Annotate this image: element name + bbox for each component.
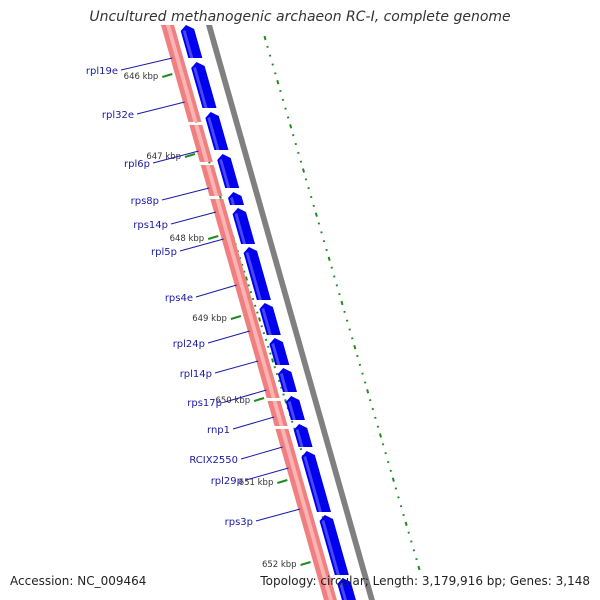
- gene-arrow: [293, 424, 313, 447]
- gc-outer-mark: [301, 168, 306, 173]
- gene-label[interactable]: rpl19e: [86, 66, 118, 77]
- gc-outer-mark: [289, 124, 293, 129]
- kbp-tick-label: 649 kbp: [192, 314, 227, 324]
- kbp-tick: [207, 235, 219, 240]
- gc-outer-mark: [378, 433, 383, 438]
- gc-outer-mark: [340, 300, 344, 306]
- kbp-tick-label: 650 kbp: [215, 396, 250, 406]
- gene-label[interactable]: rpl5p: [151, 247, 177, 258]
- contig-highlight: [205, 165, 219, 196]
- gene-arrow-shade: [219, 159, 231, 188]
- gene-leader-line: [207, 330, 250, 344]
- gene-arrow-shade: [303, 456, 322, 512]
- gene-leader-line: [255, 508, 301, 522]
- gene-leader-line: [195, 284, 237, 298]
- gc-inner-mark: [271, 358, 275, 363]
- gene-leader-line: [170, 211, 217, 225]
- gene-leader-line: [232, 416, 275, 430]
- gene-leader-line: [214, 360, 259, 374]
- gene-arrow-shade: [230, 197, 235, 205]
- kbp-tick: [253, 397, 265, 402]
- gc-inner-mark: [258, 317, 262, 322]
- gene-label[interactable]: rpl6p: [124, 159, 150, 170]
- kbp-tick: [277, 479, 288, 484]
- kbp-tick-label: 648 kbp: [170, 234, 205, 244]
- gc-outer-mark: [404, 521, 408, 527]
- gene-arrow-shade: [193, 67, 208, 108]
- gene-leader-line: [240, 446, 283, 460]
- kbp-tick: [162, 73, 173, 78]
- map-title: Uncultured methanogenic archaeon RC-I, c…: [89, 9, 511, 25]
- gene-leader-line: [161, 187, 210, 201]
- gene-arrow-shade: [234, 213, 247, 244]
- gene-leader-line: [152, 150, 199, 164]
- gene-label[interactable]: rpl32e: [102, 110, 134, 121]
- gene-label[interactable]: rps8p: [131, 196, 159, 207]
- gene-arrow-shade: [321, 520, 340, 575]
- gene-arrow-shade: [287, 401, 296, 420]
- gene-label[interactable]: rnp1: [207, 425, 230, 436]
- kbp-tick-label: 651 kbp: [239, 478, 274, 488]
- gene-leader-line: [179, 238, 224, 252]
- gene-label[interactable]: rps14p: [133, 220, 168, 231]
- kbp-tick: [300, 561, 311, 566]
- contig-highlight: [272, 401, 284, 426]
- genome-summary-text: Topology: circular; Length: 3,179,916 bp…: [260, 574, 590, 588]
- gene-label[interactable]: RCIX2550: [189, 455, 238, 466]
- gc-outer-mark: [366, 389, 370, 394]
- gene-label[interactable]: rpl29p: [211, 476, 243, 487]
- contig-band: [161, 25, 337, 600]
- backbone-track: [206, 25, 375, 600]
- gc-inner-mark: [244, 276, 248, 281]
- contig-highlight: [215, 199, 276, 398]
- gc-outer-mark: [391, 477, 395, 482]
- gene-leader-line: [120, 57, 173, 71]
- kbp-tick-label: 652 kbp: [262, 560, 297, 570]
- gene-arrow-shade: [295, 429, 304, 447]
- gene-leader-line: [245, 467, 289, 481]
- kbp-ticks: 646 kbp 647 kbp 648 kbp 649 kbp 650 kbp 651 k…: [124, 72, 311, 570]
- kbp-tick: [184, 153, 196, 158]
- gc-outer-mark: [353, 344, 357, 350]
- gene-track: [180, 25, 356, 600]
- gc-outer-mark: [327, 256, 331, 262]
- accession-text: Accession: NC_009464: [10, 574, 147, 588]
- gene-arrow-shade: [245, 252, 262, 300]
- gene-label[interactable]: rpl24p: [173, 339, 205, 350]
- gene-arrow-shade: [279, 373, 288, 392]
- gene-label[interactable]: rpl14p: [180, 369, 212, 380]
- gene-arrow-shade: [261, 308, 272, 335]
- gene-label[interactable]: rps3p: [225, 517, 253, 528]
- contig-highlight: [280, 429, 333, 600]
- gene-leader-line: [136, 101, 185, 115]
- gc-outer-mark: [314, 212, 318, 217]
- gene-labels: rpl19e rpl32e rpl6p rps8p rps14p rpl5p rps4e rp…: [86, 57, 301, 528]
- gene-arrow-shade: [207, 117, 220, 150]
- gene-leader-line: [224, 389, 267, 403]
- gc-outer-mark: [276, 79, 280, 85]
- contig-highlight: [194, 125, 209, 162]
- gc-outer-mark: [417, 565, 421, 571]
- backbone-line: [206, 25, 375, 600]
- gene-label[interactable]: rps17p: [187, 398, 222, 409]
- gene-label[interactable]: rps4e: [165, 293, 193, 304]
- gene-arrow-shade: [339, 583, 347, 600]
- gc-outer-mark: [263, 35, 267, 41]
- kbp-tick-label: 646 kbp: [124, 72, 159, 82]
- gene-arrow: [285, 396, 305, 420]
- contig-highlight: [166, 25, 198, 122]
- gene-arrow-shade: [271, 343, 281, 365]
- kbp-tick-label: 647 kbp: [146, 152, 181, 162]
- gene-arrow-shade: [182, 30, 194, 58]
- kbp-tick: [230, 315, 242, 320]
